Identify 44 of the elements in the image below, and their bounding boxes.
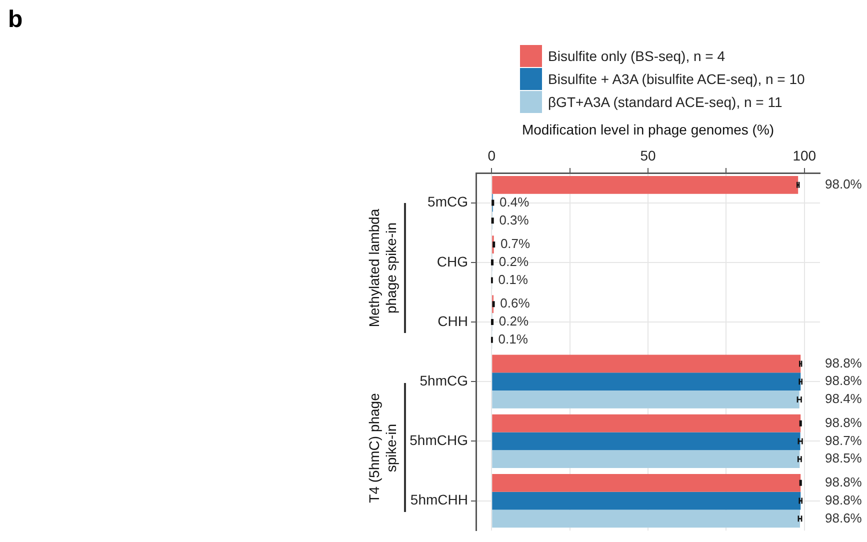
data-label: 0.1%	[498, 272, 528, 287]
data-label: 98.8%	[825, 474, 862, 490]
y-tick-label: CHG	[436, 253, 468, 270]
y-tick-label: 5hmCG	[420, 372, 468, 388]
bar	[492, 450, 800, 468]
y-tick-label: 5mCG	[428, 194, 468, 210]
data-label: 0.2%	[498, 314, 529, 329]
bar	[492, 354, 801, 373]
data-label: 98.8%	[825, 414, 862, 430]
data-label: 98.6%	[825, 510, 862, 526]
bar	[492, 432, 800, 450]
legend-label: Bisulfite only (BS-seq), n = 4	[548, 48, 726, 64]
bar	[492, 372, 801, 391]
y-tick-label: 5hmCHH	[410, 492, 468, 508]
text: Methylated lambda phage spike-in	[366, 208, 400, 330]
legend-label: βGT+A3A (standard ACE-seq), n = 11	[548, 94, 782, 110]
x-tick-label: 100	[792, 147, 816, 164]
data-label: 98.7%	[825, 432, 862, 448]
y-tick-label: CHH	[438, 312, 468, 329]
bar	[492, 492, 801, 510]
bar	[492, 414, 801, 432]
data-label: 0.3%	[499, 212, 530, 228]
data-label: 98.0%	[825, 176, 862, 192]
data-label: 98.4%	[825, 391, 862, 406]
bar	[492, 510, 800, 528]
data-label: 0.2%	[498, 254, 529, 269]
data-label: 0.7%	[500, 236, 531, 252]
bar	[492, 390, 800, 408]
data-label: 0.1%	[498, 331, 528, 346]
legend-label: Bisulfite + A3A (bisulfite ACE-seq), n = 10	[548, 70, 805, 86]
data-label: 98.8%	[825, 492, 862, 508]
bar	[492, 176, 798, 194]
x-tick-label: 0	[488, 147, 496, 164]
data-label: 98.5%	[825, 450, 862, 466]
data-label: 98.8%	[825, 355, 862, 370]
x-tick-label: 50	[640, 147, 656, 164]
data-label: 0.4%	[500, 194, 530, 210]
data-label: 0.6%	[500, 296, 530, 311]
data-label: 98.8%	[825, 373, 862, 388]
text: T4 (5hmC) phage spike-in	[366, 392, 400, 505]
y-tick-label: 5hmCHG	[410, 432, 468, 448]
bar	[492, 474, 801, 492]
text: b	[8, 6, 23, 34]
x-axis-title: Modification level in phage genomes (%)	[522, 121, 774, 138]
